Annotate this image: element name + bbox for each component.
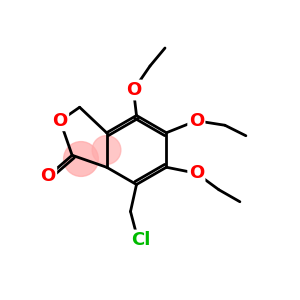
Text: O: O [52, 112, 68, 130]
Circle shape [92, 136, 121, 164]
Text: O: O [126, 81, 141, 99]
Text: O: O [189, 164, 204, 182]
Text: Cl: Cl [131, 231, 151, 249]
Text: O: O [40, 167, 56, 185]
Circle shape [64, 142, 98, 176]
Text: O: O [189, 112, 204, 130]
